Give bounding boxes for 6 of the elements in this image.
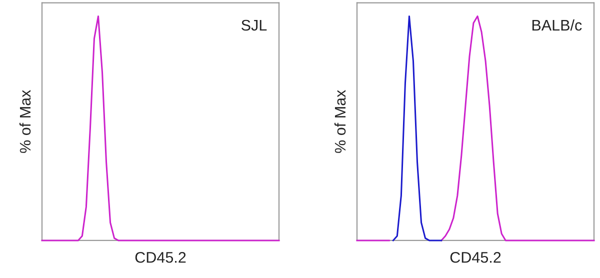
x-axis-title: CD45.2 bbox=[450, 252, 501, 263]
annotation: SJL bbox=[242, 20, 267, 31]
y-axis-title: % of Max bbox=[19, 90, 31, 153]
x-axis-title: CD45.2 bbox=[135, 252, 186, 263]
annotation: BALB/c bbox=[532, 19, 582, 31]
y-axis-title: % of Max bbox=[334, 90, 346, 153]
